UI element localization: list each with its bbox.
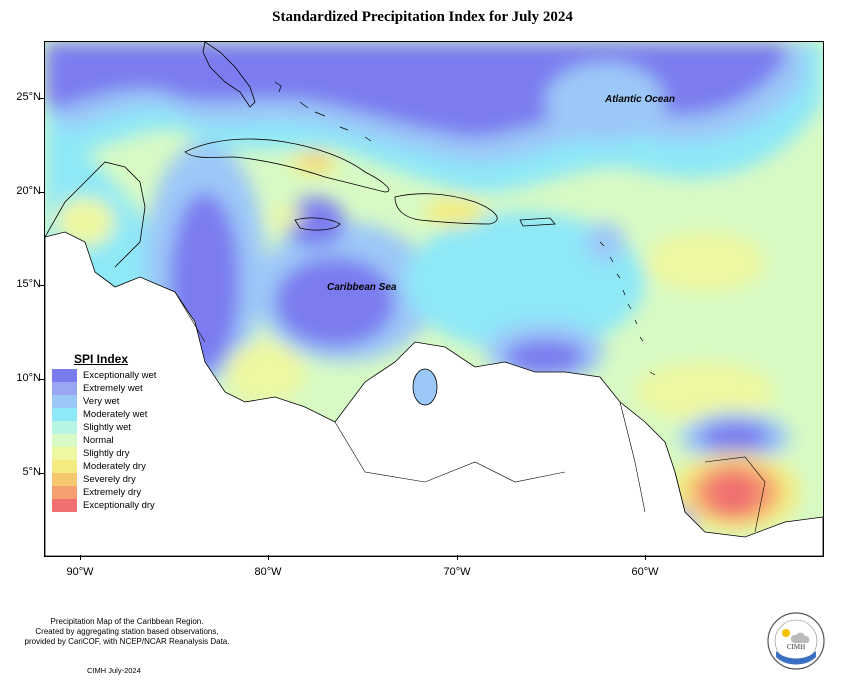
lon-tick [457, 555, 458, 560]
sun-icon [782, 629, 790, 637]
footer-line: Created by aggregating station based obs… [35, 627, 219, 636]
legend-label: Slightly dry [83, 448, 130, 459]
legend-label: Slightly wet [83, 422, 132, 433]
legend-label: Extremely wet [83, 383, 143, 394]
map-title: Standardized Precipitation Index for Jul… [272, 9, 573, 25]
puerto-rico-coastline [519, 217, 556, 227]
legend-label: Moderately wet [83, 409, 148, 420]
map-footer: Precipitation Map of the Caribbean Regio… [12, 617, 242, 647]
lat-label-5n: 5°N [22, 466, 41, 478]
legend-swatch [52, 382, 77, 395]
jamaica-coastline [294, 217, 341, 231]
legend-label: Extremely dry [83, 487, 142, 498]
legend-label: Severely dry [83, 474, 136, 485]
legend-swatch [52, 369, 77, 382]
lon-label-90w: 90°W [66, 566, 94, 578]
cimh-logo-icon: CIMH [767, 612, 825, 670]
lat-tick [40, 473, 44, 474]
legend-title: SPI Index [74, 352, 129, 366]
legend-swatch [52, 499, 77, 512]
yucatan-coastline [45, 161, 146, 268]
bahamas-islands [274, 81, 372, 142]
florida-coastline [202, 42, 256, 108]
legend-item: Severely dry [52, 473, 172, 486]
legend-swatch [52, 447, 77, 460]
legend-swatch [52, 434, 77, 447]
legend-swatch [52, 408, 77, 421]
lon-label-70w: 70°W [443, 566, 471, 578]
spi-map-canvas [45, 42, 823, 556]
legend-swatch [52, 421, 77, 434]
atlantic-ocean-label: Atlantic Ocean [605, 94, 676, 105]
caribbean-sea-label: Caribbean Sea [327, 282, 397, 293]
legend-item: Slightly wet [52, 421, 172, 434]
lon-label-60w: 60°W [631, 566, 659, 578]
lat-label-20n: 20°N [16, 185, 41, 197]
legend-item: Very wet [52, 395, 172, 408]
legend-label: Exceptionally wet [83, 370, 157, 381]
lon-tick [80, 555, 81, 560]
footer-line: Precipitation Map of the Caribbean Regio… [50, 617, 204, 626]
legend-label: Exceptionally dry [83, 500, 155, 511]
lon-tick [645, 555, 646, 560]
legend-item: Moderately wet [52, 408, 172, 421]
footer-line: provided by CariCOF, with NCEP/NCAR Rean… [24, 637, 230, 646]
cloud-icon [790, 632, 810, 643]
lat-tick [40, 192, 44, 193]
lat-label-15n: 15°N [16, 278, 41, 290]
spi-map: Atlantic Ocean Caribbean Sea [44, 41, 824, 557]
lon-label-80w: 80°W [254, 566, 282, 578]
lat-tick [40, 379, 44, 380]
lat-tick [40, 285, 44, 286]
lat-label-10n: 10°N [16, 372, 41, 384]
lake-maracaibo [412, 368, 438, 406]
lon-tick [268, 555, 269, 560]
legend-swatch [52, 486, 77, 499]
spi-legend: SPI Index Exceptionally wet Extremely wet… [52, 352, 172, 512]
lat-label-25n: 25°N [16, 91, 41, 103]
legend-item: Normal [52, 434, 172, 447]
legend-item: Exceptionally wet [52, 369, 172, 382]
legend-swatch [52, 473, 77, 486]
wave-icon [776, 651, 816, 665]
hispaniola-coastline [394, 193, 498, 225]
legend-label: Moderately dry [83, 461, 146, 472]
lesser-antilles-islands [599, 241, 656, 376]
legend-item: Moderately dry [52, 460, 172, 473]
legend-label: Very wet [83, 396, 120, 407]
legend-item: Exceptionally dry [52, 499, 172, 512]
legend-item: Extremely dry [52, 486, 172, 499]
country-borders [174, 291, 766, 533]
legend-item: Extremely wet [52, 382, 172, 395]
legend-swatch [52, 460, 77, 473]
logo-text: CIMH [787, 643, 805, 651]
legend-label: Normal [83, 435, 114, 446]
lat-tick [40, 98, 44, 99]
legend-item: Slightly dry [52, 447, 172, 460]
legend-swatch [52, 395, 77, 408]
cuba-coastline [184, 138, 390, 193]
footer-date: CIMH July-2024 [87, 666, 141, 675]
